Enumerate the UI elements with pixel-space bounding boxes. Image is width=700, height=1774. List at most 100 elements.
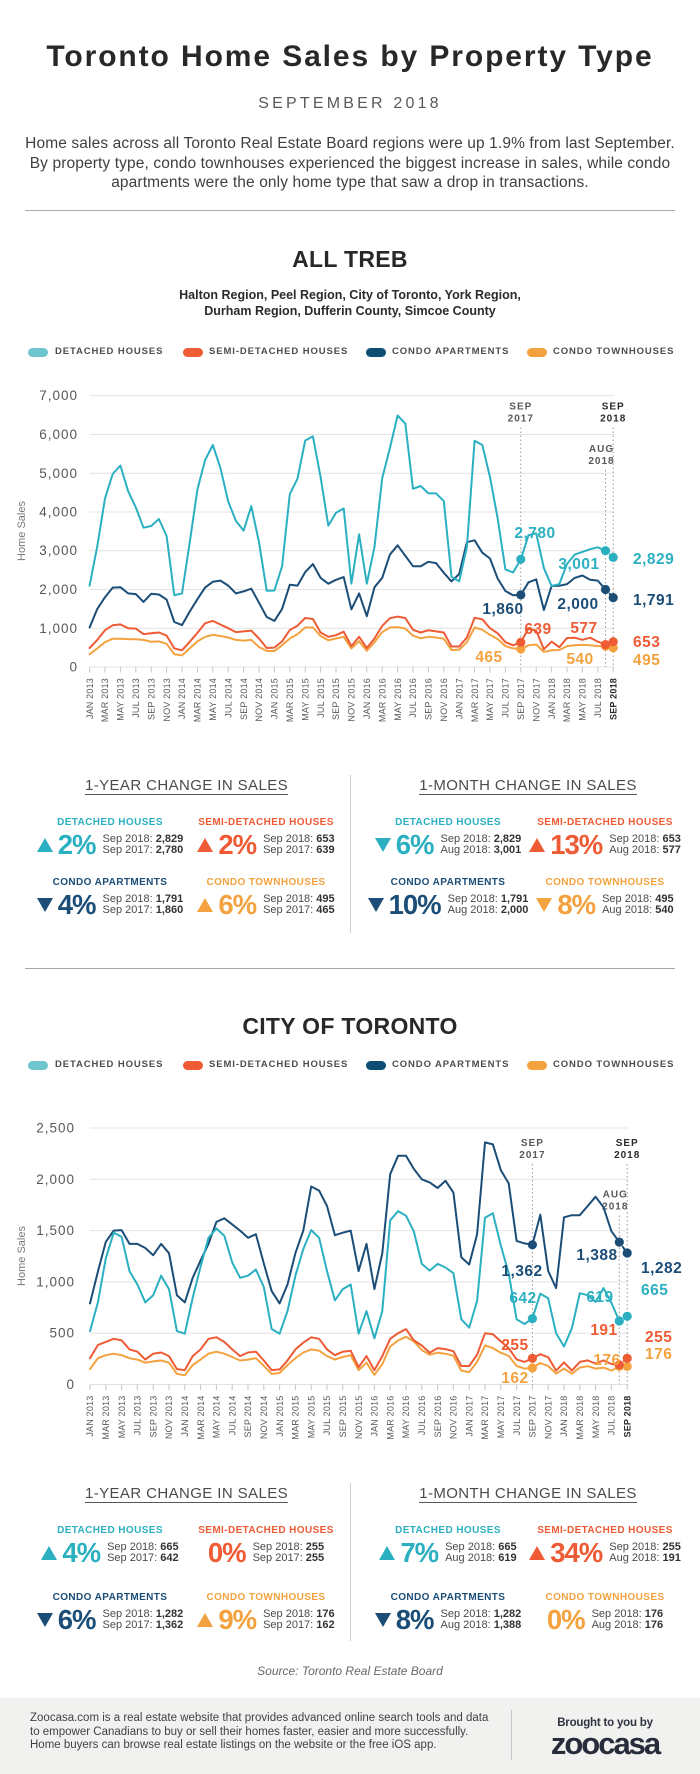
svg-text:NOV 2016: NOV 2016	[439, 678, 449, 722]
svg-text:JUL 2014: JUL 2014	[223, 678, 233, 718]
svg-text:2,780: 2,780	[514, 525, 555, 542]
svg-text:AUG: AUG	[589, 444, 614, 455]
svg-text:JAN 2015: JAN 2015	[275, 1396, 285, 1437]
svg-text:176: 176	[593, 1352, 620, 1369]
svg-text:NOV 2015: NOV 2015	[354, 1396, 364, 1440]
svg-text:619: 619	[586, 1289, 613, 1306]
svg-text:Home Sales: Home Sales	[16, 501, 28, 561]
svg-text:JAN 2014: JAN 2014	[180, 1396, 190, 1437]
svg-text:MAR 2016: MAR 2016	[377, 678, 387, 722]
svg-text:SEP: SEP	[616, 1138, 639, 1149]
svg-text:JUL 2017: JUL 2017	[512, 1396, 522, 1436]
svg-text:2,000: 2,000	[557, 596, 598, 613]
svg-text:NOV 2014: NOV 2014	[259, 1396, 269, 1440]
svg-text:JUL 2016: JUL 2016	[417, 1396, 427, 1436]
svg-text:SEP 2015: SEP 2015	[331, 678, 341, 720]
svg-text:MAR 2016: MAR 2016	[385, 1396, 395, 1440]
svg-text:SEP 2016: SEP 2016	[433, 1396, 443, 1438]
svg-text:JUL 2014: JUL 2014	[227, 1396, 237, 1436]
svg-text:SEP 2017: SEP 2017	[516, 678, 526, 720]
svg-text:NOV 2015: NOV 2015	[347, 678, 357, 722]
svg-text:JAN 2013: JAN 2013	[85, 678, 95, 719]
svg-text:SEP 2013: SEP 2013	[148, 1396, 158, 1438]
svg-text:MAR 2013: MAR 2013	[101, 1396, 111, 1440]
svg-text:0: 0	[66, 1377, 75, 1392]
svg-text:JUL 2013: JUL 2013	[131, 678, 141, 718]
svg-text:SEP 2013: SEP 2013	[146, 678, 156, 720]
svg-text:1,000: 1,000	[36, 1274, 75, 1289]
svg-text:1,860: 1,860	[482, 601, 523, 618]
svg-text:642: 642	[509, 1290, 536, 1307]
svg-text:4,000: 4,000	[39, 505, 78, 520]
svg-text:2018: 2018	[588, 456, 614, 467]
svg-text:1,388: 1,388	[576, 1247, 617, 1264]
svg-text:2017: 2017	[519, 1150, 545, 1161]
svg-text:SEP 2015: SEP 2015	[338, 1396, 348, 1438]
svg-text:MAR 2018: MAR 2018	[562, 678, 572, 722]
svg-text:MAY 2016: MAY 2016	[393, 678, 403, 721]
svg-text:2017: 2017	[508, 414, 534, 425]
svg-text:2018: 2018	[600, 414, 626, 425]
svg-text:NOV 2014: NOV 2014	[254, 678, 264, 722]
svg-text:495: 495	[633, 652, 660, 669]
svg-text:JAN 2013: JAN 2013	[85, 1396, 95, 1437]
svg-text:MAY 2014: MAY 2014	[208, 678, 218, 721]
svg-text:2018: 2018	[614, 1150, 640, 1161]
svg-text:162: 162	[501, 1370, 528, 1387]
svg-text:MAY 2017: MAY 2017	[496, 1396, 506, 1439]
svg-text:577: 577	[570, 620, 597, 637]
svg-text:5,000: 5,000	[39, 466, 78, 481]
svg-text:JUL 2017: JUL 2017	[501, 678, 511, 718]
svg-text:540: 540	[566, 651, 593, 668]
svg-text:SEP 2017: SEP 2017	[528, 1396, 538, 1438]
svg-text:MAR 2017: MAR 2017	[480, 1396, 490, 1440]
svg-text:NOV 2017: NOV 2017	[531, 678, 541, 722]
svg-text:MAY 2013: MAY 2013	[117, 1396, 127, 1439]
svg-text:SEP 2014: SEP 2014	[239, 678, 249, 720]
svg-text:665: 665	[641, 1282, 668, 1299]
svg-text:MAY 2014: MAY 2014	[212, 1396, 222, 1439]
svg-text:SEP 2018: SEP 2018	[608, 678, 618, 720]
svg-text:JUL 2015: JUL 2015	[316, 678, 326, 718]
svg-text:JUL 2016: JUL 2016	[408, 678, 418, 718]
svg-text:191: 191	[590, 1322, 617, 1339]
svg-text:JUL 2013: JUL 2013	[133, 1396, 143, 1436]
svg-text:MAY 2016: MAY 2016	[401, 1396, 411, 1439]
svg-text:1,282: 1,282	[641, 1260, 682, 1277]
svg-text:255: 255	[645, 1329, 672, 1346]
svg-text:3,000: 3,000	[39, 543, 78, 558]
svg-text:MAR 2014: MAR 2014	[196, 1396, 206, 1440]
svg-text:AUG: AUG	[603, 1190, 628, 1201]
svg-text:NOV 2013: NOV 2013	[164, 1396, 174, 1440]
svg-text:JAN 2015: JAN 2015	[270, 678, 280, 719]
svg-text:SEP: SEP	[521, 1138, 544, 1149]
svg-text:465: 465	[475, 649, 502, 666]
svg-text:MAY 2017: MAY 2017	[485, 678, 495, 721]
svg-text:SEP 2014: SEP 2014	[243, 1396, 253, 1438]
svg-text:6,000: 6,000	[39, 427, 78, 442]
svg-text:SEP 2018: SEP 2018	[622, 1396, 632, 1438]
svg-text:MAR 2018: MAR 2018	[575, 1396, 585, 1440]
svg-text:0: 0	[69, 660, 78, 675]
svg-text:NOV 2017: NOV 2017	[543, 1396, 553, 1440]
svg-text:NOV 2013: NOV 2013	[162, 678, 172, 722]
svg-text:2,000: 2,000	[39, 582, 78, 597]
svg-text:MAY 2015: MAY 2015	[306, 1396, 316, 1439]
svg-text:MAY 2018: MAY 2018	[591, 1396, 601, 1439]
svg-text:SEP 2016: SEP 2016	[424, 678, 434, 720]
svg-text:MAR 2014: MAR 2014	[193, 678, 203, 722]
svg-text:2,500: 2,500	[36, 1121, 75, 1136]
svg-text:JAN 2014: JAN 2014	[177, 678, 187, 719]
svg-text:1,791: 1,791	[633, 592, 674, 609]
svg-text:2018: 2018	[602, 1202, 628, 1213]
svg-text:1,000: 1,000	[39, 621, 78, 636]
svg-text:NOV 2016: NOV 2016	[449, 1396, 459, 1440]
svg-text:2,000: 2,000	[36, 1172, 75, 1187]
svg-text:176: 176	[645, 1346, 672, 1363]
svg-text:JUL 2018: JUL 2018	[593, 678, 603, 718]
svg-text:MAR 2015: MAR 2015	[285, 678, 295, 722]
svg-text:Home Sales: Home Sales	[16, 1226, 28, 1286]
svg-text:JAN 2017: JAN 2017	[454, 678, 464, 719]
svg-text:JUL 2018: JUL 2018	[607, 1396, 617, 1436]
svg-text:MAR 2015: MAR 2015	[291, 1396, 301, 1440]
